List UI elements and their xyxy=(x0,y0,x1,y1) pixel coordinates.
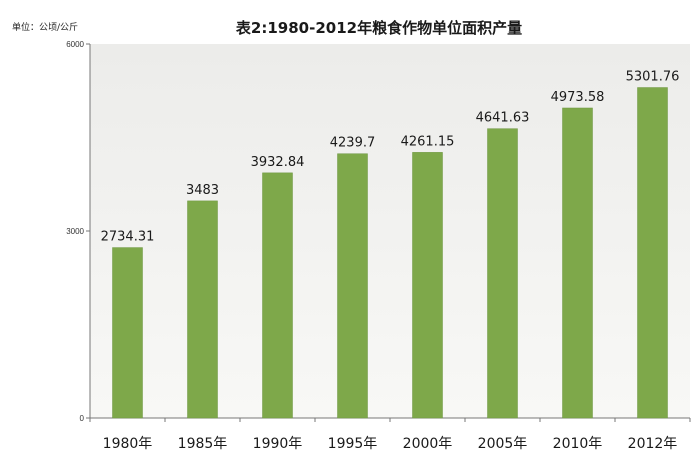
data-label: 2734.31 xyxy=(101,230,155,245)
bar xyxy=(262,172,293,419)
x-tick-label: 2005年 xyxy=(478,436,528,452)
bar xyxy=(412,152,443,419)
bar xyxy=(112,247,143,419)
data-label: 4641.63 xyxy=(476,111,530,126)
y-tick-label: 0 xyxy=(80,414,85,423)
x-tick-label: 1995年 xyxy=(328,436,378,452)
x-tick-label: 1980年 xyxy=(103,436,153,452)
x-tick-label: 2012年 xyxy=(628,436,678,452)
chart-title: 表2:1980-2012年粮食作物单位面积产量 xyxy=(236,19,522,37)
y-tick-label: 6000 xyxy=(66,40,84,49)
data-label: 3932.84 xyxy=(251,155,305,170)
x-tick-label: 2010年 xyxy=(553,436,603,452)
data-label: 4973.58 xyxy=(551,90,605,105)
bar xyxy=(337,153,368,419)
unit-label: 单位：公顷/公斤 xyxy=(12,21,78,33)
data-label: 4261.15 xyxy=(401,134,455,149)
x-tick-label: 1985年 xyxy=(178,436,228,452)
bar xyxy=(562,107,593,419)
data-label: 3483 xyxy=(186,183,219,198)
y-tick-label: 3000 xyxy=(66,227,84,236)
bar xyxy=(487,128,518,419)
data-label: 4239.7 xyxy=(330,136,376,151)
x-tick-label: 1990年 xyxy=(253,436,303,452)
data-label: 5301.76 xyxy=(626,70,680,85)
bar xyxy=(187,200,218,419)
x-tick-label: 2000年 xyxy=(403,436,453,452)
bar xyxy=(637,87,668,419)
